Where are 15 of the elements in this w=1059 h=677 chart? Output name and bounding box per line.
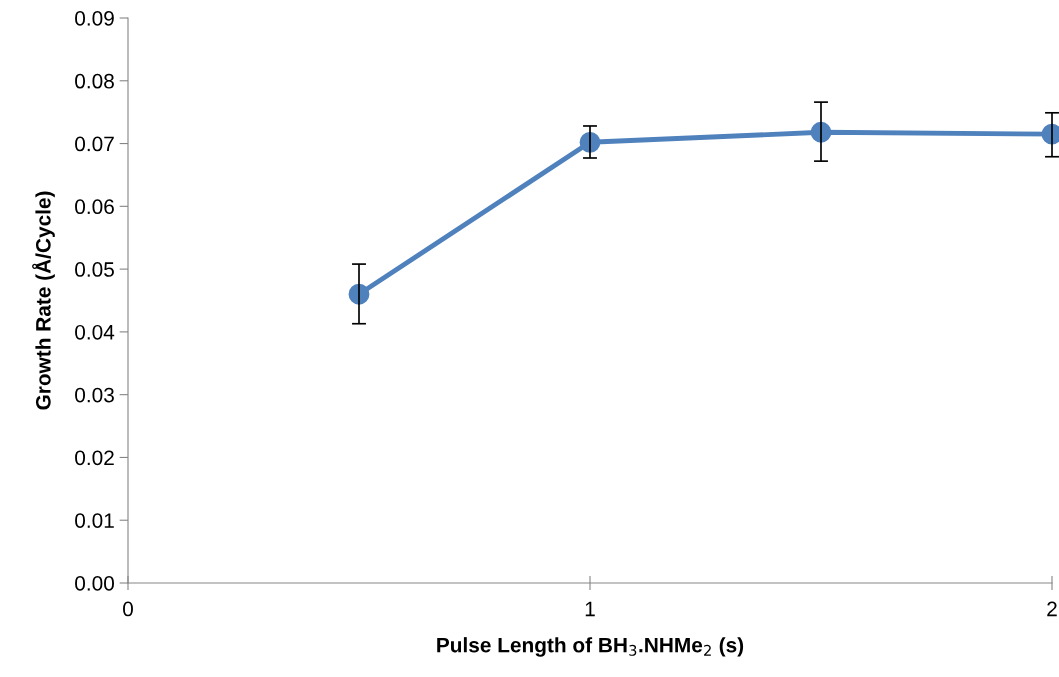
y-tick-label: 0.06 (75, 199, 114, 215)
x-tick-label: 2 (1047, 601, 1057, 617)
x-tick-label: 0 (123, 601, 133, 617)
y-tick-label: 0.01 (75, 513, 114, 528)
y-tick-label: 0.02 (75, 450, 114, 466)
y-tick-label: 0.09 (75, 11, 114, 26)
x-axis-title: Pulse Length of BH$_{3}$.NHMe$_{2}$ (s) (437, 637, 744, 657)
x-tick-label: 1 (585, 601, 595, 617)
y-axis-title: Growth Rate (Å/Cycle) (32, 191, 55, 410)
y-tick-label: 0.03 (75, 387, 114, 403)
y-tick-label: 0.04 (75, 324, 115, 340)
y-tick-label: 0.07 (75, 136, 114, 152)
y-tick-label: 0.00 (75, 576, 114, 591)
y-tick-label: 0.08 (75, 73, 114, 89)
y-tick-label: 0.05 (75, 262, 114, 277)
